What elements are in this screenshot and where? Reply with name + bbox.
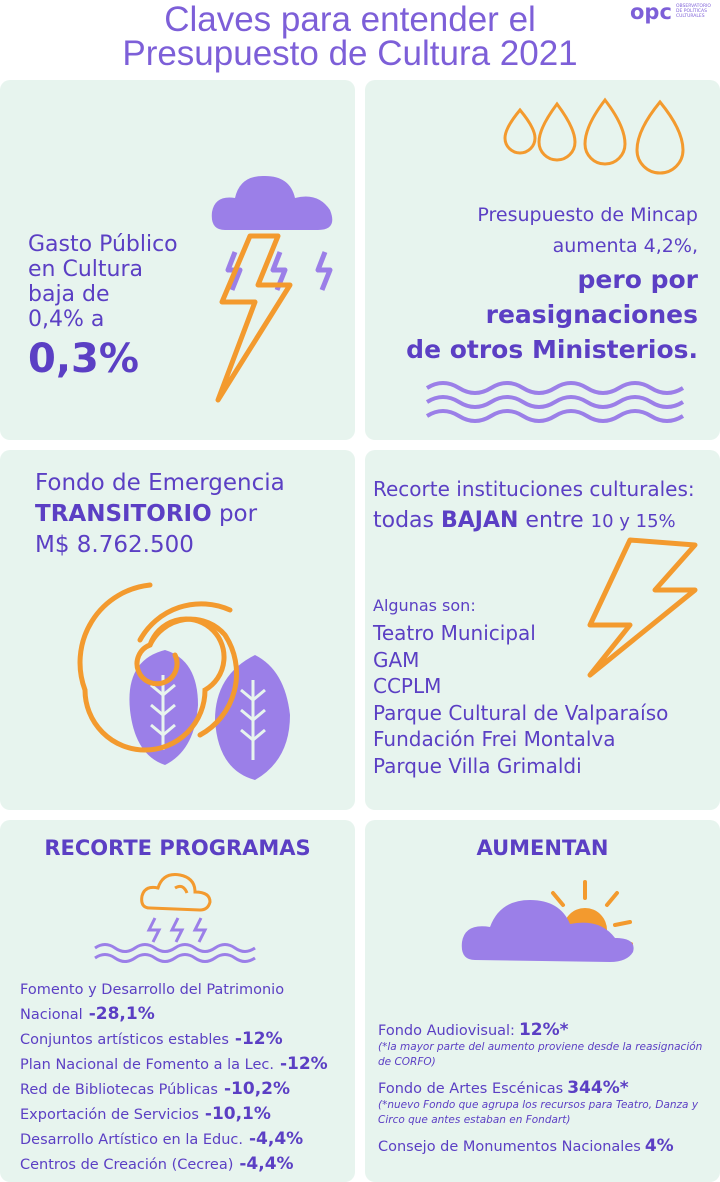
panel-mincap: Presupuesto de Mincap aumenta 4,2%, pero… — [365, 80, 720, 440]
program-value: -12% — [279, 1054, 328, 1074]
panel-title: RECORTE PROGRAMAS — [44, 836, 311, 860]
text-line: aumenta 4,2%, — [552, 235, 698, 257]
intro: Algunas son: — [373, 596, 476, 615]
program-name: Centros de Creación (Cecrea) — [20, 1157, 234, 1173]
panel-gasto: Gasto Público en Cultura baja de 0,4% a … — [0, 80, 355, 440]
bold-text: TRANSITORIO — [35, 501, 212, 527]
program-item: Conjuntos artísticos estables -12% — [20, 1027, 350, 1052]
program-value: -4,4% — [248, 1129, 304, 1149]
text: por — [218, 501, 258, 527]
increase-value: 344%* — [567, 1078, 629, 1098]
title-line: Presupuesto de Cultura 2021 — [122, 34, 578, 73]
increase-name: Fondo Audiovisual: — [378, 1023, 515, 1039]
program-item: Centros de Creación (Cecrea) -4,4% — [20, 1152, 350, 1177]
text: entre — [525, 508, 584, 533]
text-line: en Cultura — [28, 257, 143, 282]
program-name: Red de Bibliotecas Públicas — [20, 1082, 218, 1098]
program-item: Desarrollo Artístico en la Educ. -4,4% — [20, 1127, 350, 1152]
title-line: Claves para entender el — [164, 0, 536, 39]
text-line: Gasto Público — [28, 232, 178, 257]
program-item: Plan Nacional de Fomento a la Lec. -12% — [20, 1052, 350, 1077]
increase-list: Fondo Audiovisual: 12%* (*la mayor parte d… — [378, 1020, 708, 1164]
increase-value: 12%* — [518, 1020, 569, 1040]
institution: Teatro Municipal — [373, 621, 536, 645]
program-value: -28,1% — [88, 1004, 155, 1024]
institution: Fundación Frei Montalva — [373, 727, 616, 751]
panel-fondo: Fondo de Emergencia TRANSITORIO por M$ 8… — [0, 450, 355, 810]
program-name: Exportación de Servicios — [20, 1107, 199, 1123]
increase-item: Consejo de Monumentos Nacionales 4% — [378, 1136, 708, 1156]
bold-text: BAJAN — [441, 508, 519, 533]
text-line: todas BAJAN entre 10 y 15% — [373, 505, 695, 537]
institution: CCPLM — [373, 674, 442, 698]
program-name: Plan Nacional de Fomento a la Lec. — [20, 1057, 274, 1073]
institution: Parque Cultural de Valparaíso — [373, 700, 669, 725]
institution-list: Teatro Municipal GAM CCPLM Parque Cultural … — [373, 620, 668, 779]
panel-instituciones: Recorte instituciones culturales: todas … — [365, 450, 720, 810]
text-line: Recorte instituciones culturales: — [373, 477, 695, 501]
logo-subtitle-line: DE POLÍTICAS — [676, 9, 707, 14]
increase-name: Fondo de Artes Escénicas — [378, 1081, 564, 1097]
increase-note: (*la mayor parte del aumento proviene de… — [378, 1041, 703, 1068]
bold-line: reasignaciones — [485, 300, 698, 329]
increase-name: Consejo de Monumentos Nacionales — [378, 1139, 641, 1155]
panel-recorte: RECORTE PROGRAMAS Fomento y Desarrollo d… — [0, 820, 355, 1182]
logo-subtitle: OBSERVATORIO DE POLÍTICAS CULTURALES — [676, 4, 711, 19]
panel-aumentan: AUMENTAN Fondo Audiovisual: 12%* (*la mayo… — [365, 820, 720, 1182]
program-value: -4,4% — [239, 1154, 294, 1174]
text-line: Fondo de Emergencia — [35, 470, 285, 496]
increase-note: (*nuevo Fondo que agrupa los recursos pa… — [378, 1099, 699, 1126]
program-item: Red de Bibliotecas Públicas -10,2% — [20, 1077, 350, 1102]
logo: opc — [630, 0, 672, 24]
hurricane-leaves-icon — [77, 582, 290, 780]
lightning-icon — [587, 537, 698, 678]
logo-subtitle-line: OBSERVATORIO — [676, 4, 711, 9]
institution: GAM — [373, 647, 420, 672]
panel-title: AUMENTAN — [476, 836, 609, 860]
text-line: TRANSITORIO por — [35, 499, 285, 530]
program-value: -10,1% — [204, 1104, 271, 1124]
program-value: -12% — [234, 1029, 283, 1049]
bold-line: pero por — [577, 265, 698, 294]
text: 10 y 15% — [590, 511, 676, 532]
increase-value: 4% — [644, 1136, 674, 1156]
program-list: Fomento y Desarrollo del Patrimonio Naci… — [20, 978, 350, 1177]
increase-item: Fondo de Artes Escénicas 344%* (*nuevo Fon… — [378, 1078, 708, 1128]
program-name: Conjuntos artísticos estables — [20, 1032, 229, 1048]
text: todas — [373, 508, 434, 533]
logo-subtitle-line: CULTURALES — [676, 14, 705, 19]
fondo-text: Fondo de Emergencia TRANSITORIO por M$ 8… — [35, 468, 285, 561]
text-line: Presupuesto de Mincap — [477, 204, 698, 226]
gasto-text: Gasto Público en Cultura baja de 0,4% a … — [28, 232, 178, 384]
program-name: Desarrollo Artístico en la Educ. — [20, 1132, 243, 1148]
program-value: -10,2% — [223, 1079, 291, 1099]
bold-line: de otros Ministerios. — [406, 335, 698, 364]
text-line: 0,4% a — [28, 307, 105, 332]
increase-item: Fondo Audiovisual: 12%* (*la mayor parte d… — [378, 1020, 708, 1070]
text-line: M$ 8.762.500 — [35, 532, 194, 558]
program-item: Fomento y Desarrollo del Patrimonio Naci… — [20, 978, 350, 1027]
drops-icon — [425, 97, 685, 423]
institution: Parque Villa Grimaldi — [373, 753, 582, 778]
text-line: baja de — [28, 282, 110, 307]
cloud-rain-icon — [94, 873, 256, 963]
mincap-text: Presupuesto de Mincap aumenta 4,2%, pero… — [406, 200, 698, 367]
program-name: Fomento y Desarrollo del Patrimonio Naci… — [20, 982, 285, 1023]
instituciones-text: Recorte instituciones culturales: todas … — [373, 474, 695, 537]
program-item: Exportación de Servicios -10,1% — [20, 1102, 350, 1127]
highlight: 0,3% — [28, 336, 139, 382]
storm-icon — [211, 175, 333, 403]
sun-cloud-icon — [461, 880, 634, 962]
